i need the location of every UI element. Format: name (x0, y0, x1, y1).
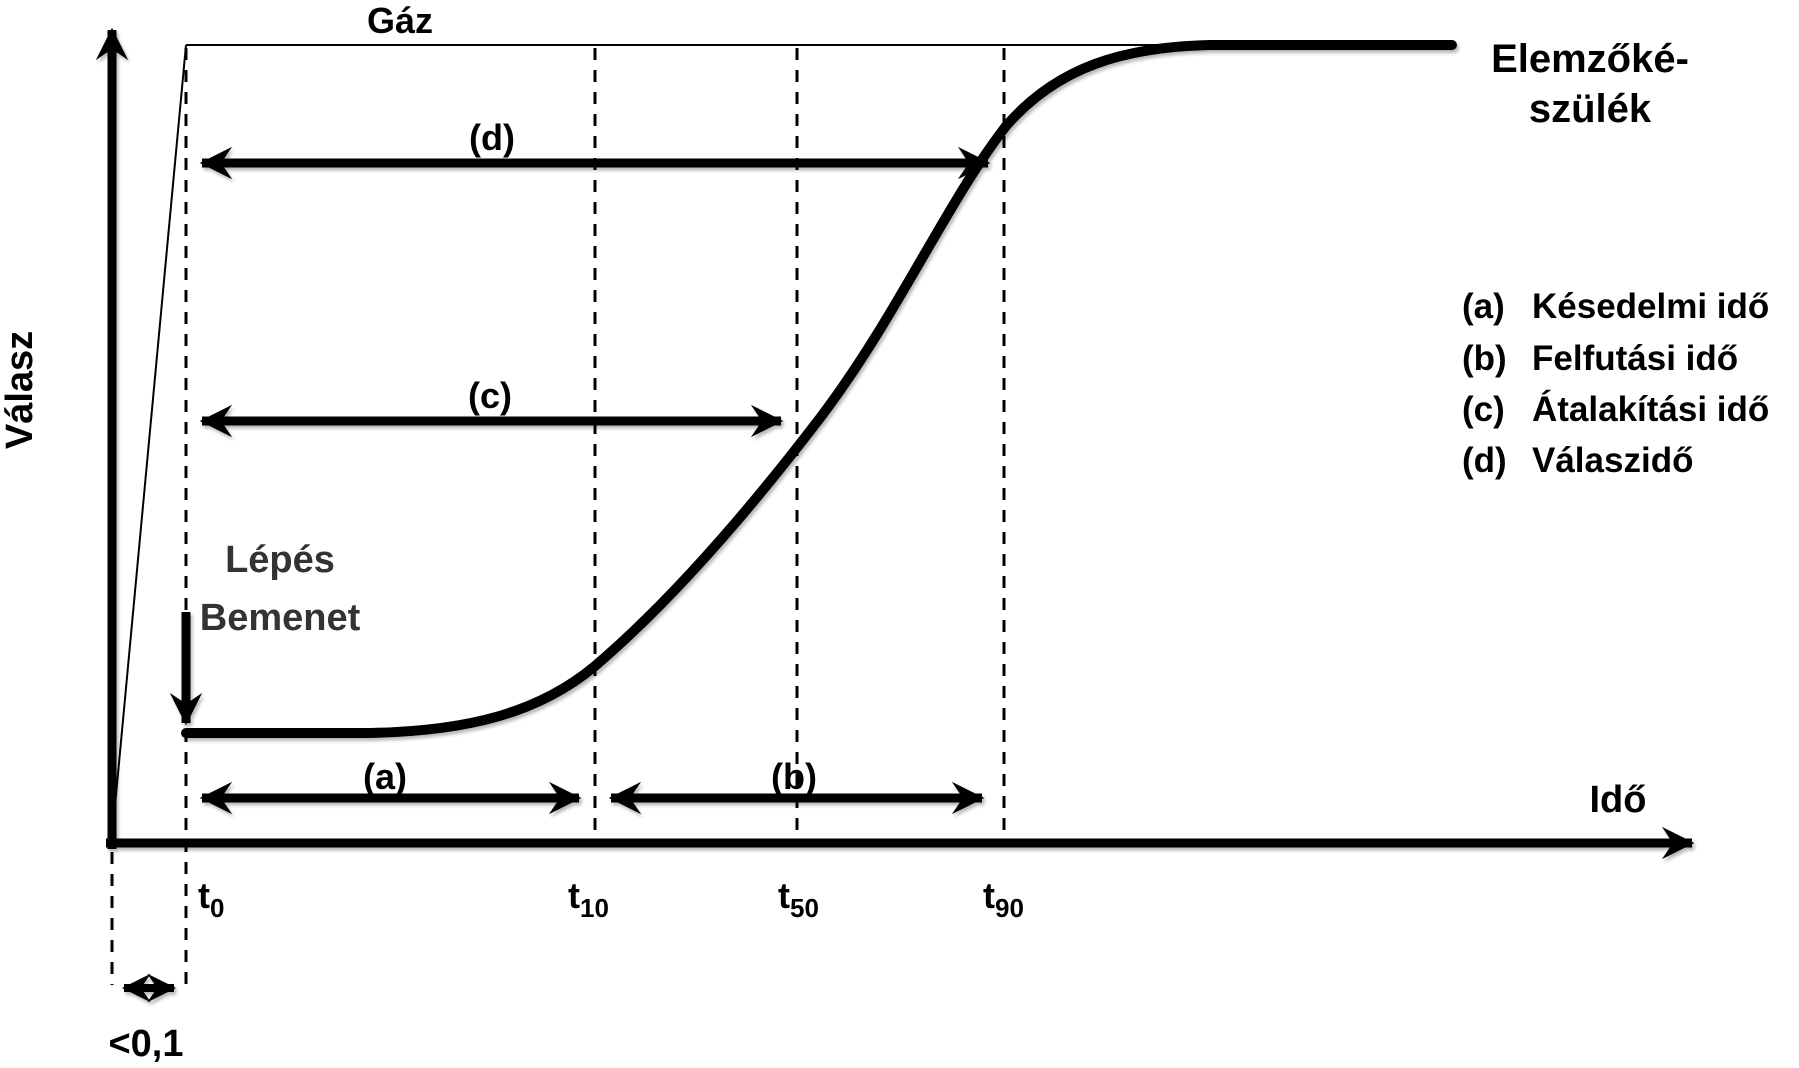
legend-item-a: (a) Késedelmi idő (1462, 287, 1769, 326)
gas-label: Gáz (367, 0, 433, 41)
arrow-b-label: (b) (771, 756, 817, 797)
legend-item-b: (b) Felfutási idő (1462, 339, 1738, 378)
arrow-c-label: (c) (468, 375, 512, 416)
time-marker-t50: t50 (778, 875, 819, 923)
device-label-line1: Elemzőké- (1491, 37, 1689, 81)
time-marker-t90: t90 (983, 875, 1024, 923)
legend-item-c: (c) Átalakítási idő (1462, 389, 1769, 429)
y-axis-label: Válasz (0, 331, 41, 449)
legend: (a) Késedelmi idő (b) Felfutási idő (c) Áta… (1462, 287, 1769, 480)
time-marker-t0: t0 (198, 875, 224, 923)
diagram-labels: Gáz Elemzőké- szülék Válasz Idő Lépés Be… (0, 0, 1689, 1065)
gas-step-reference-lines (111, 44, 1255, 839)
arrow-a-label: (a) (363, 756, 407, 797)
time-marker-t10: t10 (568, 875, 609, 923)
step-input-label-line1: Lépés (225, 539, 335, 581)
step-input-label-line2: Bemenet (200, 597, 361, 639)
response-curve (181, 40, 1457, 738)
legend-item-d: (d) Válaszidő (1462, 441, 1693, 480)
device-label-line2: szülék (1529, 87, 1652, 131)
step-rise-note: <0,1 (108, 1023, 183, 1065)
thick-artwork (95, 27, 1695, 1003)
x-axis-label: Idő (1590, 779, 1647, 821)
step-rise-line (111, 44, 187, 839)
arrow-d-label: (d) (469, 117, 515, 158)
